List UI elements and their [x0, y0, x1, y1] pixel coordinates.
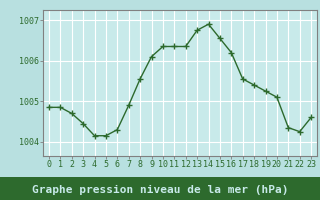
Text: Graphe pression niveau de la mer (hPa): Graphe pression niveau de la mer (hPa): [32, 185, 288, 195]
